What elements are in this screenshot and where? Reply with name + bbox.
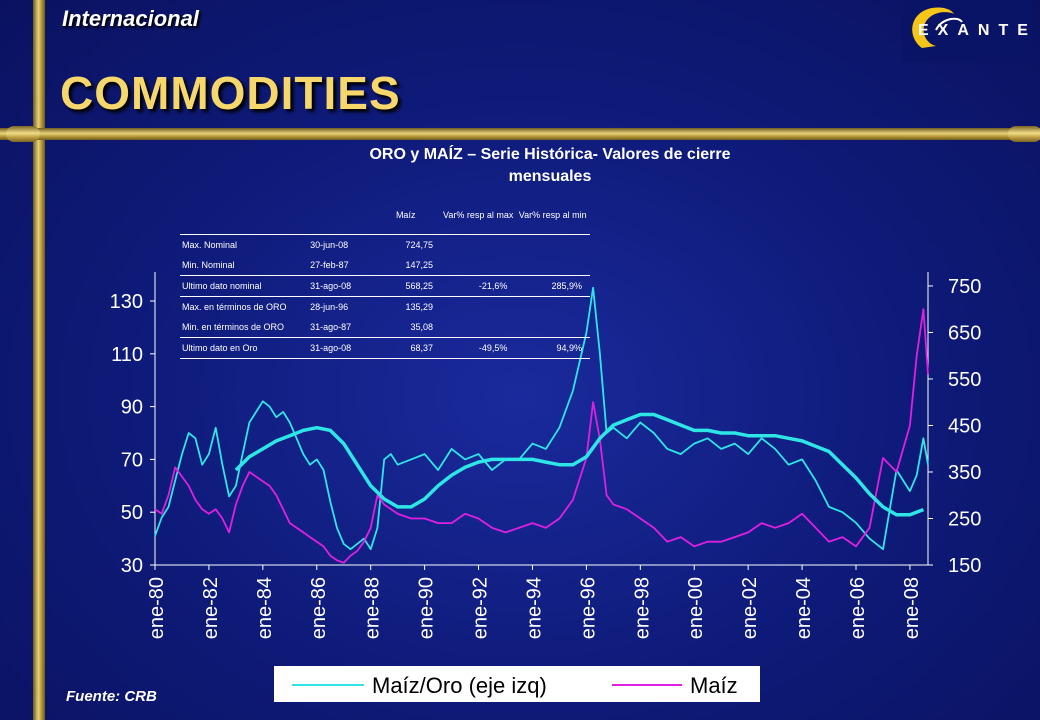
row-var-min (515, 235, 590, 256)
row-date: 31-ago-08 (308, 275, 371, 297)
row-label: Min. Nominal (180, 255, 309, 276)
x-tick-label: ene-80 (146, 577, 168, 639)
row-date: 28-jun-96 (310, 302, 349, 312)
y-right-tick-label: 650 (948, 322, 981, 344)
stats-col-date (308, 196, 371, 235)
row-date: 31-ago-87 (308, 317, 371, 338)
row-var-max: -49,5% (440, 337, 516, 359)
x-tick-label: ene-90 (416, 577, 438, 639)
row-var-max (440, 317, 516, 338)
y-right-tick-label: 450 (948, 415, 981, 437)
x-tick-label: ene-82 (200, 577, 222, 639)
y-right-tick-label: 250 (948, 508, 981, 530)
row-date: 31-ago-08 (308, 337, 371, 359)
legend-label-maiz: Maíz (690, 673, 738, 698)
series-line-moving-average (234, 412, 925, 517)
row-var-min: 285,9% (515, 275, 590, 297)
table-row: Max. en términos de ORO 28-jun-96 135,29 (180, 297, 590, 318)
source-note: Fuente: CRB (66, 688, 157, 705)
row-var-max (441, 235, 515, 256)
gold-horizontal-bar (0, 128, 1040, 140)
series-line-maiz (154, 308, 929, 564)
row-date: 30-jun-08 (310, 240, 349, 250)
x-tick-label: ene-02 (739, 577, 761, 639)
section-title: Internacional (62, 6, 199, 31)
x-tick-label: ene-00 (685, 577, 707, 639)
table-row: Ultimo dato nominal 31-ago-08 568,25 -21… (180, 275, 590, 297)
exante-logo: EXANTE (902, 0, 1032, 62)
x-tick-label: ene-94 (523, 577, 545, 639)
row-value: 68,37 (370, 337, 441, 359)
series-line-maiz-oro (154, 286, 929, 551)
row-var-min (515, 317, 590, 338)
row-var-max: -21,6% (440, 275, 516, 297)
stats-col-maiz: Maíz (370, 196, 441, 235)
row-var-max (441, 297, 515, 318)
y-left-tick-label: 50 (121, 502, 143, 524)
row-date: 27-feb-87 (308, 255, 371, 276)
y-left-tick-label: 30 (121, 555, 143, 577)
gold-bar-right-cap (1008, 126, 1040, 142)
row-label: Ultimo dato en Oro (180, 337, 309, 359)
x-tick-label: ene-92 (470, 577, 492, 639)
logo-text: EXANTE (918, 22, 1037, 39)
row-label: Max. Nominal (182, 240, 238, 250)
row-value: 568,25 (370, 275, 441, 297)
gold-bar-left-cap (6, 126, 40, 142)
row-value: 724,75 (405, 240, 433, 250)
row-var-min: 94,9% (515, 337, 590, 359)
x-tick-label: ene-96 (577, 577, 599, 639)
stats-col-label (180, 196, 309, 235)
stats-table-header: Maíz Var% resp al max Var% resp al min (180, 196, 590, 235)
row-label: Ultimo dato nominal (180, 275, 309, 297)
main-title: COMMODITIES (60, 67, 401, 119)
gold-vertical-bar (33, 0, 45, 720)
stats-col-var-max: Var% resp al max (440, 196, 516, 235)
row-value: 147,25 (370, 255, 441, 276)
y-left-tick-label: 130 (110, 291, 143, 313)
y-left-tick-label: 90 (121, 397, 143, 419)
x-tick-label: ene-06 (847, 577, 869, 639)
y-right-tick-label: 750 (948, 276, 981, 298)
y-right-tick-label: 350 (948, 462, 981, 484)
logo-swoosh-icon (912, 7, 963, 49)
x-tick-label: ene-84 (254, 577, 276, 639)
y-right-tick-label: 150 (948, 555, 981, 577)
y-right-tick-label: 550 (948, 369, 981, 391)
chart-title: ORO y MAÍZ – Serie Histórica- Valores de… (369, 146, 731, 185)
x-tick-label: ene-04 (793, 577, 815, 639)
row-label: Max. en términos de ORO (182, 302, 287, 312)
row-var-max (440, 255, 516, 276)
row-value: 35,08 (370, 317, 441, 338)
table-row: Max. Nominal 30-jun-08 724,75 (180, 235, 590, 256)
stats-table: Maíz Var% resp al max Var% resp al min M… (180, 196, 590, 359)
stats-col-var-min: Var% resp al min (515, 196, 590, 235)
row-label: Min. en términos de ORO (180, 317, 309, 338)
row-var-min (515, 255, 590, 276)
legend-label-maiz-oro: Maíz/Oro (eje izq) (372, 673, 547, 698)
y-left-tick-label: 110 (111, 344, 143, 366)
x-tick-label: ene-86 (308, 577, 330, 639)
row-value: 135,29 (405, 302, 433, 312)
table-row: Ultimo dato en Oro 31-ago-08 68,37 -49,5… (180, 337, 590, 359)
table-row: Min. en términos de ORO 31-ago-87 35,08 (180, 317, 590, 338)
x-tick-label: ene-08 (901, 577, 923, 639)
x-tick-label: ene-98 (631, 577, 653, 639)
y-left-tick-label: 70 (121, 449, 143, 471)
row-var-min (515, 297, 590, 318)
table-row: Min. Nominal 27-feb-87 147,25 (180, 255, 590, 276)
x-tick-label: ene-88 (362, 577, 384, 639)
